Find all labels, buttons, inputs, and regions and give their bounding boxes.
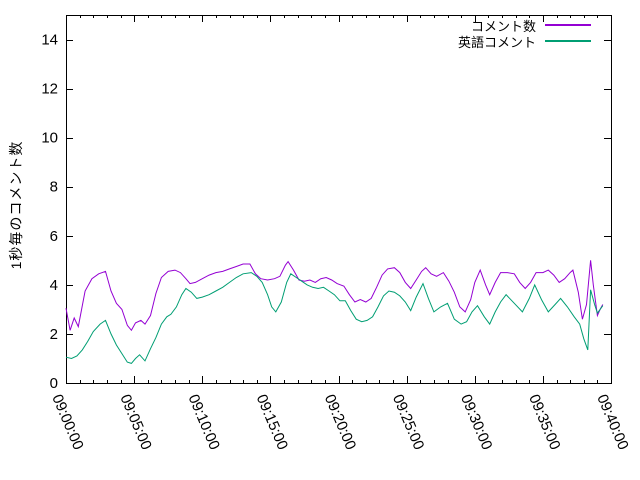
y-tick-label: 2 bbox=[50, 326, 58, 343]
legend-label-english-comments: 英語コメント bbox=[457, 34, 536, 50]
x-tick-label: 09:00:00 bbox=[48, 392, 86, 452]
y-tick-label: 4 bbox=[50, 277, 58, 294]
series-comments-line bbox=[65, 260, 604, 332]
y-tick-label: 10 bbox=[41, 130, 58, 147]
legend-line-sample-comments bbox=[545, 24, 591, 26]
series-english-comments-line bbox=[65, 272, 604, 364]
y-tick-label: 0 bbox=[50, 375, 58, 392]
y-axis-label: 1秒毎のコメント数 bbox=[8, 140, 24, 270]
y-tick-label: 8 bbox=[50, 179, 58, 196]
legend-entry-english-comments: 英語コメント bbox=[457, 33, 591, 50]
plot-border bbox=[66, 15, 612, 384]
x-tick-label: 09:25:00 bbox=[389, 392, 427, 452]
legend-label-comments: コメント数 bbox=[470, 18, 536, 34]
y-tick-label: 14 bbox=[41, 32, 58, 49]
x-tick-label: 09:20:00 bbox=[321, 392, 359, 452]
legend-line-sample-english-comments bbox=[545, 40, 591, 42]
x-tick-label: 09:30:00 bbox=[457, 392, 495, 452]
y-tick-label: 12 bbox=[41, 81, 58, 98]
x-tick-label: 09:15:00 bbox=[253, 392, 291, 452]
x-tick-label: 09:05:00 bbox=[116, 392, 154, 452]
y-tick-label: 6 bbox=[50, 228, 58, 245]
x-tick-label: 09:35:00 bbox=[525, 392, 563, 452]
x-tick-label: 09:40:00 bbox=[593, 392, 631, 452]
legend: コメント数 英語コメント bbox=[457, 17, 591, 50]
legend-entry-comments: コメント数 bbox=[458, 17, 591, 34]
x-tick-label: 09:10:00 bbox=[185, 392, 223, 452]
